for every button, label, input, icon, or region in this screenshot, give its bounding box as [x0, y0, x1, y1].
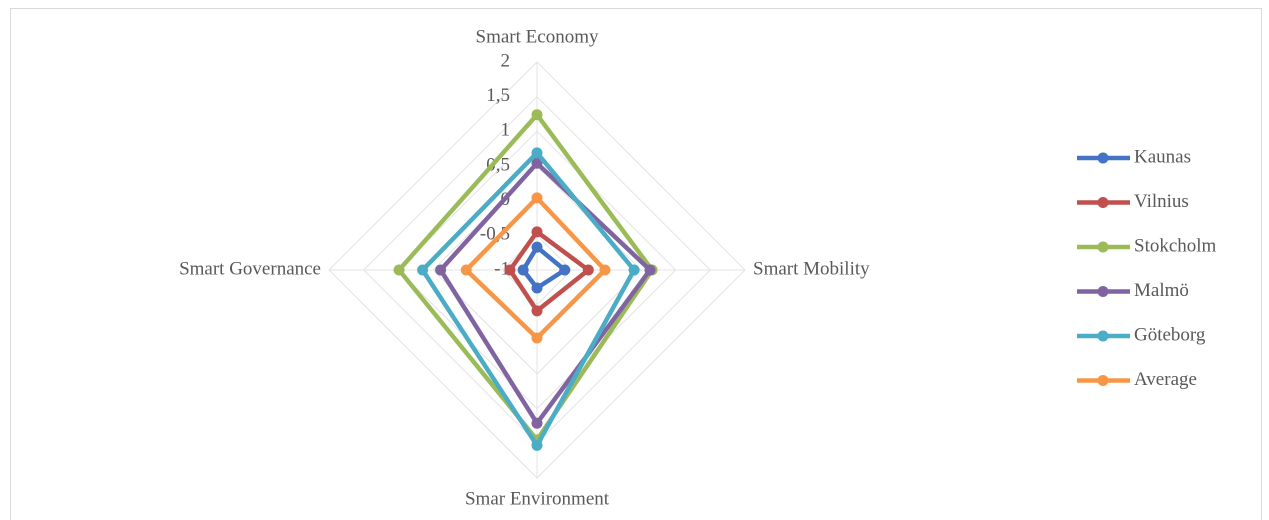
- r-tick-label: 1,5: [486, 85, 510, 106]
- series-point: [504, 264, 516, 276]
- series-point: [531, 109, 543, 121]
- series-point: [531, 147, 543, 159]
- legend-marker: [1097, 330, 1109, 342]
- legend-label: Malmö: [1134, 280, 1189, 301]
- series-point: [628, 264, 640, 276]
- legend-label: Vilnius: [1134, 191, 1189, 212]
- series-point: [531, 241, 543, 253]
- r-tick-label: -0,5: [480, 224, 510, 245]
- series-point: [531, 305, 543, 317]
- series-point: [531, 226, 543, 238]
- series-point: [460, 264, 472, 276]
- r-tick-label: 1: [501, 120, 511, 141]
- r-tick-label: -1: [494, 258, 510, 279]
- series-point: [531, 192, 543, 204]
- chart-border: [10, 8, 1262, 520]
- category-label: Smar Environment: [465, 488, 610, 509]
- category-label: Smart Economy: [476, 26, 599, 47]
- legend-marker: [1097, 197, 1109, 208]
- series-point: [417, 264, 429, 276]
- series-point: [559, 264, 571, 276]
- legend-marker: [1097, 241, 1109, 253]
- legend-marker: [1097, 375, 1109, 386]
- legend-label: Stokcholm: [1134, 235, 1217, 256]
- series-point: [531, 282, 543, 294]
- series-point: [599, 264, 611, 276]
- series-point: [531, 332, 543, 344]
- legend-marker: [1097, 286, 1109, 297]
- series-point: [644, 264, 656, 276]
- category-label: Smart Governance: [179, 258, 321, 279]
- legend-label: Göteborg: [1134, 324, 1206, 345]
- category-label: Smart Mobility: [753, 258, 870, 279]
- series-point: [531, 417, 543, 429]
- series-point: [582, 264, 594, 276]
- r-tick-label: 2: [501, 50, 511, 71]
- series-point: [393, 264, 405, 276]
- series-point: [531, 439, 543, 451]
- series-point: [517, 264, 529, 276]
- legend-marker: [1097, 152, 1109, 164]
- legend-label: Average: [1134, 369, 1197, 390]
- series-point: [435, 264, 447, 276]
- series-point: [531, 157, 543, 169]
- legend-label: Kaunas: [1134, 146, 1191, 167]
- r-tick-label: 0,5: [486, 154, 510, 175]
